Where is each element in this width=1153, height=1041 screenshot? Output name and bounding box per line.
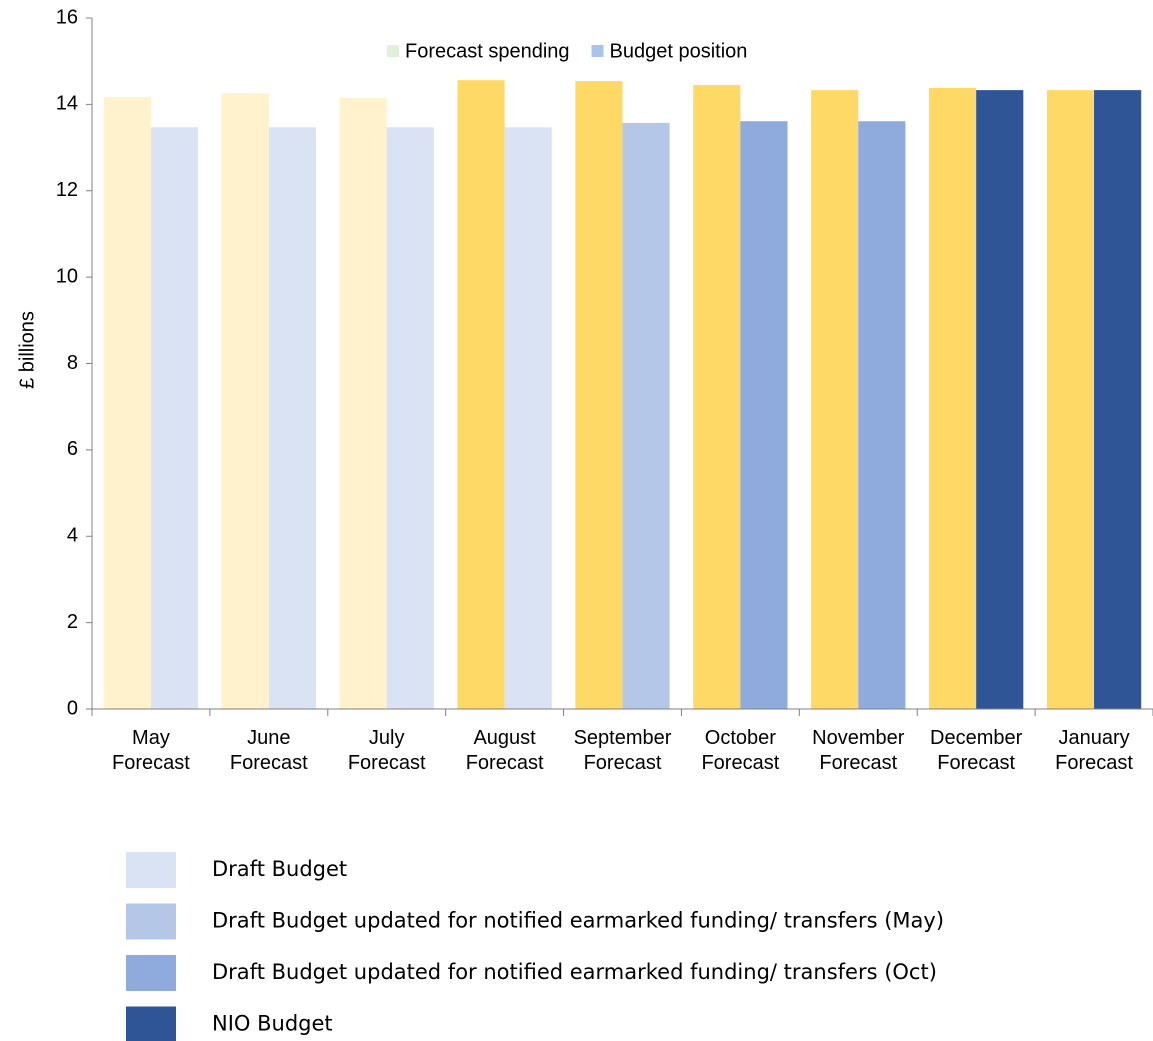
x-tick-label-line: September bbox=[574, 727, 672, 749]
bar bbox=[740, 121, 788, 709]
bar bbox=[858, 121, 906, 709]
y-tick-label: 16 bbox=[56, 6, 78, 28]
y-tick-label: 14 bbox=[56, 93, 78, 115]
x-tick-label-line: Forecast bbox=[230, 752, 308, 774]
bar bbox=[339, 97, 387, 710]
y-tick-label: 10 bbox=[56, 265, 78, 287]
bar bbox=[575, 81, 623, 709]
legend-swatch bbox=[126, 1006, 176, 1041]
x-tick-label-line: Forecast bbox=[348, 752, 426, 774]
bar bbox=[268, 127, 316, 709]
legend-swatch bbox=[126, 852, 176, 888]
y-tick-label: 2 bbox=[67, 611, 78, 633]
bar bbox=[504, 127, 552, 709]
x-tick-label: August Forecast bbox=[466, 727, 544, 774]
x-tick-label-line: Forecast bbox=[466, 752, 544, 774]
x-tick-label: June Forecast bbox=[230, 727, 308, 774]
bar bbox=[929, 87, 977, 710]
x-tick-label-line: Forecast bbox=[1055, 752, 1133, 774]
x-tick-label-line: August bbox=[473, 727, 536, 749]
x-tick-label-line: Forecast bbox=[937, 752, 1015, 774]
x-tick-label: July Forecast bbox=[348, 727, 426, 774]
x-tick-label: October Forecast bbox=[701, 727, 779, 774]
bar bbox=[1094, 90, 1142, 710]
x-tick-label-line: Forecast bbox=[819, 752, 897, 774]
x-tick-label: November Forecast bbox=[812, 727, 905, 774]
bar bbox=[221, 93, 269, 710]
bar bbox=[103, 97, 151, 709]
legend-label: Draft Budget bbox=[212, 857, 347, 881]
bar bbox=[1046, 90, 1095, 710]
legend-swatch bbox=[126, 955, 176, 991]
bar bbox=[811, 90, 859, 710]
legend-swatch bbox=[387, 45, 399, 57]
x-tick-label-line: Forecast bbox=[112, 752, 190, 774]
legend-label: NIO Budget bbox=[212, 1012, 333, 1036]
y-tick-label: 6 bbox=[67, 438, 78, 460]
y-tick-label: 12 bbox=[56, 179, 78, 201]
y-tick-label: 8 bbox=[67, 352, 78, 374]
x-tick-label-line: Forecast bbox=[584, 752, 662, 774]
legend-label: Budget position bbox=[610, 40, 748, 62]
x-tick-label: May Forecast bbox=[112, 727, 190, 774]
legend-swatch bbox=[591, 45, 604, 57]
x-tick-label-line: Forecast bbox=[701, 752, 779, 774]
y-tick-label: 0 bbox=[67, 697, 78, 719]
x-tick-label: January Forecast bbox=[1055, 727, 1133, 774]
legend-label: Forecast spending bbox=[405, 40, 570, 62]
y-tick-label: 4 bbox=[67, 525, 78, 547]
x-tick-label: September Forecast bbox=[574, 727, 672, 774]
bar bbox=[622, 122, 670, 710]
legend-swatch bbox=[126, 903, 176, 940]
x-tick-label-line: December bbox=[930, 727, 1023, 749]
bar bbox=[386, 127, 434, 709]
x-tick-label-line: January bbox=[1058, 727, 1129, 749]
bar bbox=[150, 127, 199, 709]
legend-label: Draft Budget updated for notified earmar… bbox=[212, 909, 944, 933]
y-axis-label: £ billions bbox=[16, 311, 38, 389]
x-tick-label-line: June bbox=[247, 727, 290, 749]
x-tick-label-line: July bbox=[369, 727, 405, 749]
x-tick-label-line: May bbox=[132, 727, 170, 749]
bar bbox=[976, 90, 1024, 710]
legend-label: Draft Budget updated for notified earmar… bbox=[212, 960, 937, 984]
x-tick-label: December Forecast bbox=[930, 727, 1023, 774]
x-tick-label-line: October bbox=[705, 727, 776, 749]
x-tick-label-line: November bbox=[812, 727, 905, 749]
bar bbox=[457, 80, 505, 709]
bar bbox=[693, 84, 741, 710]
